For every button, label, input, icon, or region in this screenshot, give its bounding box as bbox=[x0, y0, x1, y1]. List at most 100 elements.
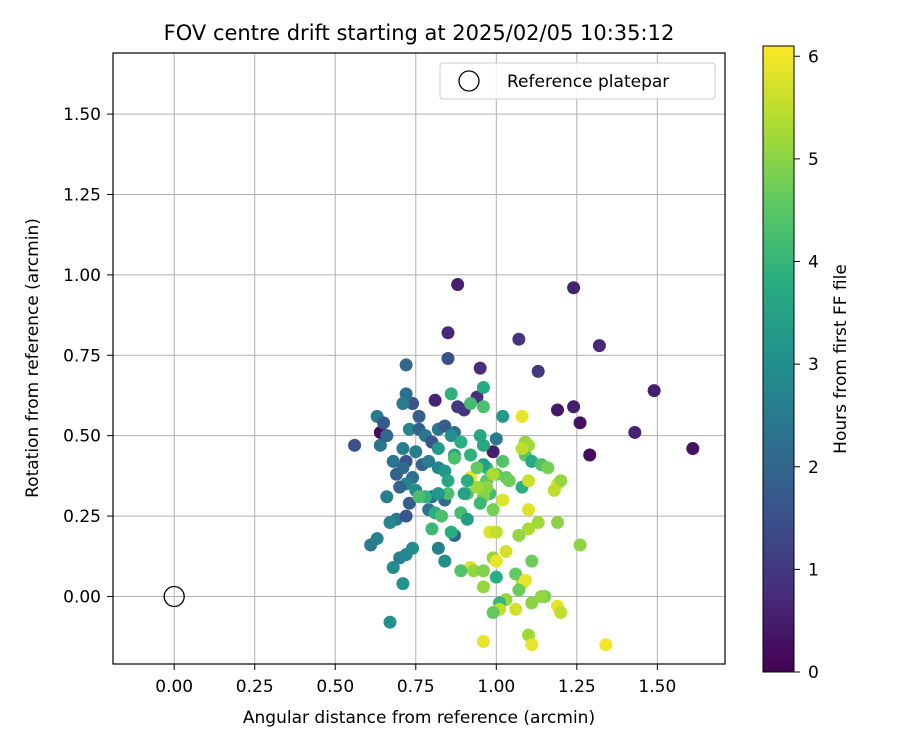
scatter-point bbox=[599, 638, 613, 652]
scatter-point bbox=[554, 606, 568, 620]
scatter-point bbox=[428, 393, 442, 407]
x-tick-label: 0.25 bbox=[236, 677, 274, 697]
y-tick-label: 1.25 bbox=[63, 185, 101, 205]
scatter-point bbox=[489, 525, 503, 539]
scatter-point bbox=[522, 503, 536, 517]
scatter-point bbox=[389, 467, 403, 481]
x-tick-label: 1.00 bbox=[477, 677, 515, 697]
x-axis-ticks: 0.00 0.25 0.50 0.75 1.00 1.25 1.50 bbox=[155, 664, 676, 697]
scatter-point bbox=[473, 361, 487, 375]
scatter-point bbox=[412, 409, 426, 423]
scatter-point bbox=[402, 496, 416, 510]
scatter-point bbox=[628, 425, 642, 439]
scatter-point bbox=[551, 516, 565, 530]
scatter-point bbox=[534, 589, 548, 603]
scatter-point bbox=[476, 634, 490, 648]
scatter-point bbox=[473, 496, 487, 510]
colorbar-tick-label: 2 bbox=[808, 458, 819, 478]
scatter-point bbox=[409, 445, 423, 459]
scatter-point bbox=[592, 339, 606, 353]
scatter-point bbox=[386, 561, 400, 575]
scatter-point bbox=[573, 416, 587, 430]
scatter-point bbox=[431, 541, 445, 555]
colorbar-tick-label: 1 bbox=[808, 560, 819, 580]
scatter-point bbox=[541, 461, 555, 475]
y-tick-label: 1.50 bbox=[63, 105, 101, 125]
scatter-point bbox=[551, 403, 565, 417]
scatter-point bbox=[393, 480, 407, 494]
scatter-point bbox=[476, 564, 490, 578]
x-tick-label: 0.75 bbox=[397, 677, 435, 697]
scatter-point bbox=[509, 602, 523, 616]
x-tick-label: 0.00 bbox=[155, 677, 193, 697]
scatter-point bbox=[476, 580, 490, 594]
scatter-point bbox=[522, 522, 536, 536]
scatter-point bbox=[518, 573, 532, 587]
x-tick-label: 0.50 bbox=[316, 677, 354, 697]
scatter-point bbox=[406, 541, 420, 555]
scatter-point bbox=[512, 528, 526, 542]
scatter-point bbox=[515, 442, 529, 456]
scatter-point bbox=[470, 480, 484, 494]
scatter-point bbox=[441, 474, 455, 488]
legend: Reference platepar bbox=[439, 62, 716, 100]
y-axis-label: Rotation from reference (arcmin) bbox=[23, 218, 43, 498]
scatter-point bbox=[496, 493, 510, 507]
scatter-point bbox=[489, 570, 503, 584]
scatter-point bbox=[451, 278, 465, 292]
scatter-point bbox=[547, 483, 561, 497]
scatter-point bbox=[531, 516, 545, 530]
scatter-point bbox=[431, 442, 445, 456]
scatter-point bbox=[454, 564, 468, 578]
scatter-point bbox=[489, 554, 503, 568]
scatter-point bbox=[441, 326, 455, 340]
scatter-point bbox=[460, 512, 474, 526]
scatter-point bbox=[396, 397, 410, 411]
scatter-point bbox=[373, 438, 387, 452]
legend-reference-marker bbox=[458, 70, 480, 92]
scatter-point bbox=[686, 442, 700, 456]
scatter-point bbox=[480, 480, 494, 494]
colorbar-gradient bbox=[762, 45, 795, 673]
scatter-point bbox=[464, 397, 478, 411]
scatter-point bbox=[438, 554, 452, 568]
scatter-point bbox=[348, 438, 362, 452]
scatter-point bbox=[431, 487, 445, 501]
scatter-point bbox=[441, 352, 455, 365]
x-tick-label: 1.50 bbox=[638, 677, 676, 697]
scatter-point bbox=[567, 400, 581, 414]
scatter-point bbox=[396, 442, 410, 456]
scatter-point bbox=[402, 422, 416, 436]
scatter-point bbox=[502, 474, 516, 488]
data-points bbox=[348, 278, 700, 652]
scatter-point bbox=[460, 474, 474, 488]
scatter-point bbox=[525, 596, 539, 610]
scatter-point bbox=[473, 429, 487, 443]
plot-frame bbox=[112, 52, 726, 665]
y-tick-label: 0.00 bbox=[63, 587, 101, 607]
scatter-point bbox=[525, 638, 539, 652]
scatter-point bbox=[396, 577, 410, 591]
y-axis-ticks: 0.00 0.25 0.50 0.75 1.00 1.25 1.50 bbox=[63, 105, 113, 607]
scatter-point bbox=[512, 332, 526, 346]
scatter-point bbox=[380, 429, 394, 443]
reference-marker bbox=[163, 585, 185, 608]
scatter-point bbox=[457, 487, 471, 501]
scatter-point bbox=[486, 606, 500, 620]
scatter-point bbox=[531, 364, 545, 378]
scatter-point bbox=[476, 380, 490, 394]
chart-title: FOV centre drift starting at 2025/02/05 … bbox=[164, 21, 675, 45]
scatter-point bbox=[486, 445, 500, 459]
scatter-point bbox=[425, 522, 439, 536]
scatter-point bbox=[454, 435, 468, 449]
scatter-point bbox=[567, 281, 581, 295]
scatter-point bbox=[509, 567, 523, 581]
y-tick-label: 1.00 bbox=[63, 266, 101, 286]
scatter-point bbox=[476, 400, 490, 414]
scatter-point bbox=[496, 409, 510, 423]
colorbar-ticks: 0 1 2 3 4 5 6 bbox=[794, 47, 819, 683]
scatter-point bbox=[499, 544, 513, 558]
scatter-point bbox=[383, 516, 397, 530]
scatter-point bbox=[522, 474, 536, 488]
